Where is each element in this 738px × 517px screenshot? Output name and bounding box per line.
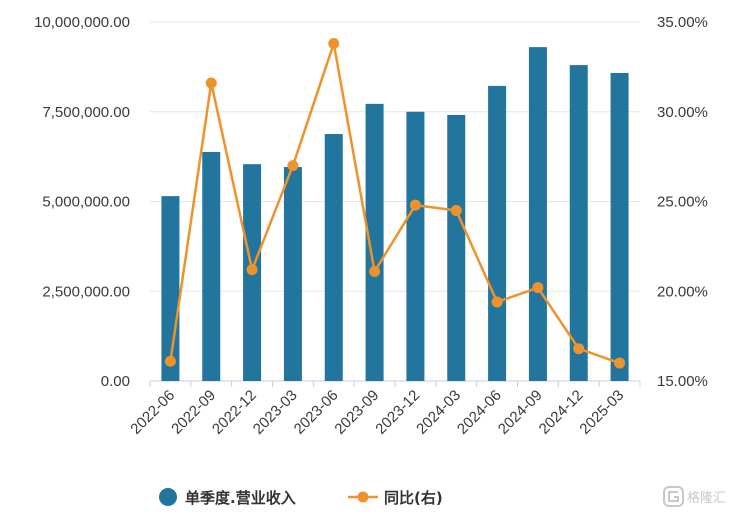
left-tick-label: 5,000,000.00 bbox=[42, 194, 130, 211]
bar-2024-06 bbox=[488, 85, 507, 381]
legend-bar-swatch bbox=[159, 488, 177, 506]
yoy-point-2024-09 bbox=[532, 282, 544, 294]
bar-2025-03 bbox=[610, 72, 629, 381]
yoy-point-2023-06 bbox=[328, 38, 340, 50]
bar-2024-09 bbox=[528, 47, 547, 381]
legend: 单季度.营业收入 同比(右) bbox=[159, 488, 443, 507]
x-tick-label: 2025-03 bbox=[576, 387, 627, 438]
axes bbox=[149, 380, 641, 387]
x-tick-label: 2023-06 bbox=[291, 387, 342, 438]
x-tick-label: 2022-06 bbox=[127, 387, 178, 438]
yoy-point-2022-09 bbox=[205, 77, 217, 89]
yoy-point-2023-03 bbox=[287, 160, 299, 172]
legend-item-yoy[interactable]: 同比(右) bbox=[348, 489, 443, 507]
yoy-point-2024-03 bbox=[450, 204, 462, 216]
x-tick-label: 2024-03 bbox=[413, 387, 464, 438]
right-tick-label: 25.00% bbox=[657, 194, 708, 211]
x-tick-label: 2024-09 bbox=[495, 387, 546, 438]
yoy-point-2024-12 bbox=[573, 343, 585, 355]
yoy-line bbox=[169, 42, 620, 365]
bar-2023-06 bbox=[324, 134, 343, 381]
x-tick-label: 2023-12 bbox=[372, 387, 423, 438]
right-tick-label: 15.00% bbox=[657, 373, 708, 390]
x-tick-label: 2023-09 bbox=[331, 387, 382, 438]
yoy-point-2024-06 bbox=[491, 296, 503, 308]
bar-2024-12 bbox=[569, 65, 588, 381]
left-tick-label: 2,500,000.00 bbox=[42, 283, 130, 300]
bar-2022-09 bbox=[202, 151, 221, 381]
yoy-point-2022-12 bbox=[246, 264, 258, 276]
watermark-logo: 格隆汇 bbox=[663, 486, 726, 507]
legend-bar-label: 单季度.营业收入 bbox=[185, 489, 296, 507]
watermark-g-icon bbox=[668, 491, 679, 502]
bar-2024-03 bbox=[447, 114, 466, 381]
yoy-point-2023-12 bbox=[409, 199, 421, 211]
x-tick-label: 2022-09 bbox=[168, 387, 219, 438]
legend-line-label: 同比(右) bbox=[384, 489, 443, 507]
gridlines bbox=[150, 21, 640, 292]
left-tick-label: 7,500,000.00 bbox=[42, 104, 130, 121]
legend-line-marker bbox=[357, 491, 369, 503]
x-tick-label: 2024-12 bbox=[536, 387, 587, 438]
right-tick-label: 30.00% bbox=[657, 104, 708, 121]
watermark-text: 格隆汇 bbox=[687, 490, 726, 506]
yoy-point-2025-03 bbox=[614, 357, 626, 369]
left-tick-label: 10,000,000.00 bbox=[34, 14, 130, 31]
bar-2023-12 bbox=[406, 111, 425, 381]
bar-2023-09 bbox=[365, 103, 384, 382]
x-tick-label: 2024-06 bbox=[454, 387, 505, 438]
x-tick-label: 2022-12 bbox=[209, 387, 260, 438]
right-tick-label: 35.00% bbox=[657, 14, 708, 31]
yoy-point-2022-06 bbox=[164, 355, 176, 367]
line-series bbox=[164, 38, 626, 369]
left-tick-label: 0.00 bbox=[101, 373, 130, 390]
watermark-logo-icon bbox=[663, 486, 684, 507]
legend-item-revenue[interactable]: 单季度.营业收入 bbox=[159, 488, 296, 507]
bar-2023-03 bbox=[283, 167, 302, 381]
bar-series bbox=[161, 47, 629, 382]
x-tick-label: 2023-03 bbox=[250, 387, 301, 438]
yoy-point-2023-09 bbox=[369, 266, 381, 278]
right-tick-label: 20.00% bbox=[657, 283, 708, 300]
